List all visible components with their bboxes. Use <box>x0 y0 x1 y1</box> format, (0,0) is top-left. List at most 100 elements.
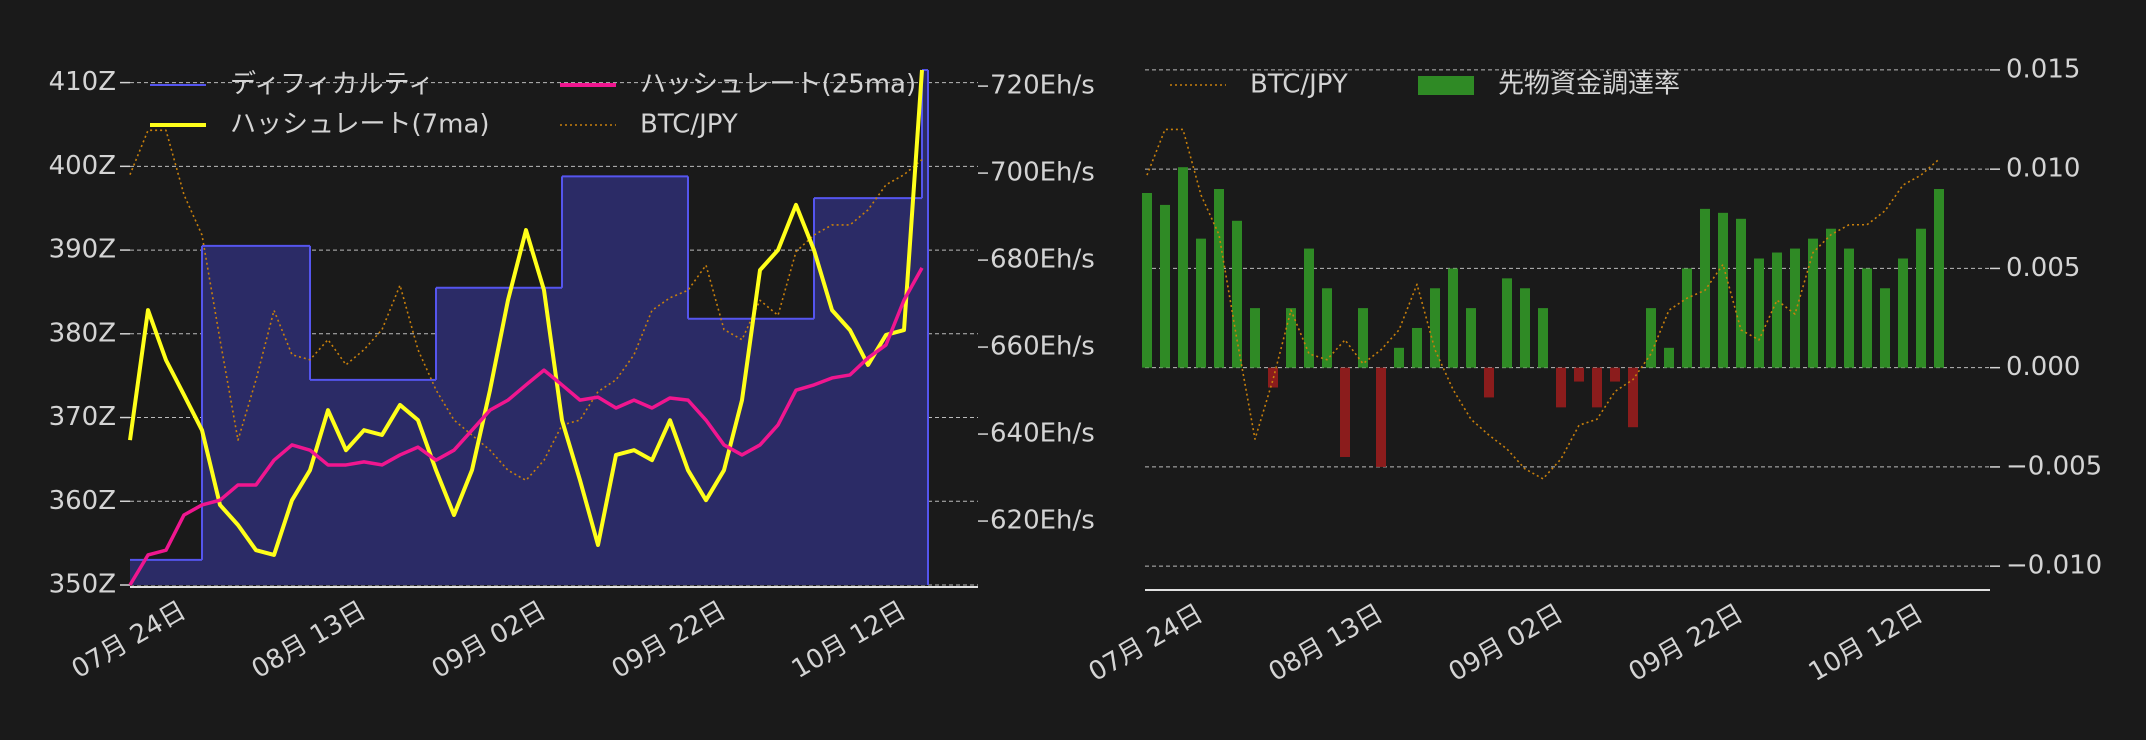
difficulty-area <box>166 559 184 585</box>
difficulty-area <box>706 318 724 585</box>
bar <box>1322 288 1332 368</box>
bar <box>1196 238 1206 368</box>
bar <box>1934 189 1944 368</box>
legend-label: BTC/JPY <box>1250 70 1348 100</box>
difficulty-area <box>220 245 238 585</box>
difficulty-area <box>328 379 346 585</box>
difficulty-area <box>418 379 436 585</box>
bar <box>1610 367 1620 382</box>
bar <box>1358 308 1368 368</box>
difficulty-area <box>868 198 886 585</box>
y-tick-label: 380Z <box>49 318 116 348</box>
bar <box>1412 327 1422 368</box>
bar <box>1880 288 1890 368</box>
difficulty-area <box>346 379 364 585</box>
difficulty-area <box>688 318 706 585</box>
difficulty-area <box>832 198 850 585</box>
bar <box>1772 252 1782 368</box>
y-tick-label: 400Z <box>49 151 116 181</box>
difficulty-area <box>364 379 382 585</box>
hashrate-line <box>128 69 924 557</box>
bar <box>1736 218 1746 368</box>
y2-tick-label: 620Eh/s <box>990 506 1095 536</box>
bar <box>1682 268 1692 368</box>
y-tick-label: 0.005 <box>2006 253 2080 283</box>
difficulty-area <box>778 318 796 585</box>
bar <box>1466 308 1476 368</box>
bar <box>1178 167 1188 368</box>
bar <box>1286 308 1296 368</box>
difficulty-area <box>796 318 814 585</box>
bar <box>1790 248 1800 368</box>
y2-tick-label: 640Eh/s <box>990 419 1095 449</box>
bar <box>1160 204 1170 368</box>
difficulty-area <box>508 287 526 585</box>
bar <box>1520 288 1530 368</box>
bar <box>1304 248 1314 368</box>
difficulty-area <box>490 287 508 585</box>
legend-label: ディフィカルティ <box>230 70 434 100</box>
difficulty-area <box>184 559 202 585</box>
difficulty-area <box>850 198 868 585</box>
bar <box>1700 208 1710 368</box>
difficulty-area <box>400 379 418 585</box>
legend-label: ハッシュレート(7ma) <box>230 110 490 140</box>
y-tick-label: 410Z <box>49 67 116 97</box>
difficulty-area <box>292 245 310 585</box>
y-tick-label: 370Z <box>49 402 116 432</box>
y-tick-label: 0.015 <box>2006 54 2080 84</box>
difficulty-area <box>436 287 454 585</box>
difficulty-area <box>544 287 562 585</box>
y-tick-label: 360Z <box>49 486 116 516</box>
bar <box>1826 228 1836 368</box>
bar <box>1754 258 1764 368</box>
bar <box>1808 238 1818 368</box>
bar <box>1376 367 1386 467</box>
difficulty-area <box>562 176 580 585</box>
difficulty-area <box>922 70 928 585</box>
bar <box>1394 347 1404 368</box>
y-tick-label: 0.000 <box>2006 352 2080 382</box>
difficulty-area <box>202 245 220 585</box>
legend-label: BTC/JPY <box>640 110 738 140</box>
y2-tick-label: 700Eh/s <box>990 158 1095 188</box>
difficulty-area <box>634 176 652 585</box>
bar <box>1628 367 1638 428</box>
bar <box>1574 367 1584 382</box>
bar <box>1664 347 1674 368</box>
bar <box>1556 367 1566 408</box>
legend-label: ハッシュレート(25ma) <box>640 70 916 100</box>
bar <box>1232 220 1242 368</box>
difficulty-area <box>238 245 256 585</box>
difficulty-area <box>904 198 922 585</box>
y-tick-label: −0.005 <box>2006 451 2102 481</box>
bar <box>1214 189 1224 368</box>
difficulty-area <box>616 176 634 585</box>
legend-swatch <box>1418 76 1474 95</box>
difficulty-area <box>274 245 292 585</box>
y-tick-label: 350Z <box>49 570 116 600</box>
y2-tick-label: 660Eh/s <box>990 332 1095 362</box>
bar <box>1538 308 1548 368</box>
difficulty-area <box>580 176 598 585</box>
difficulty-area <box>256 245 274 585</box>
difficulty-area <box>670 176 688 585</box>
difficulty-area <box>760 318 778 585</box>
difficulty-area <box>886 198 904 585</box>
bar <box>1340 367 1350 457</box>
bar <box>1484 367 1494 398</box>
bar <box>1448 268 1458 368</box>
price-line <box>129 129 923 482</box>
bar <box>1844 248 1854 368</box>
y2-tick-label: 720Eh/s <box>990 71 1095 101</box>
bar <box>1898 258 1908 368</box>
bar <box>1142 192 1152 368</box>
difficulty-area <box>454 287 472 585</box>
bar <box>1646 308 1656 368</box>
hashrate-line <box>128 267 924 586</box>
y-tick-label: 0.010 <box>2006 154 2080 184</box>
difficulty-area <box>526 287 544 585</box>
difficulty-area <box>652 176 670 585</box>
